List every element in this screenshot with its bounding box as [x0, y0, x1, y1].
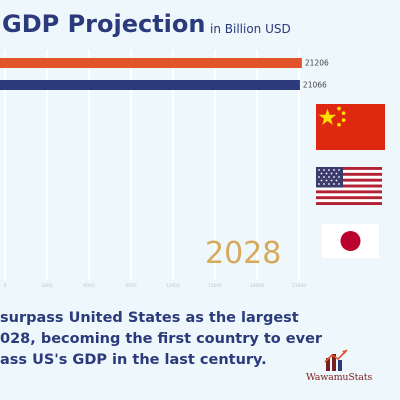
brand-name: WawamuStats	[306, 372, 373, 383]
x-tick-label: 6000	[83, 283, 95, 289]
x-tick-label: 9000	[125, 283, 137, 289]
flag-china-icon	[312, 104, 389, 150]
caption-line: 028, becoming the first country to ever	[0, 331, 323, 347]
x-tick-label: 21000	[292, 283, 306, 289]
x-tick-label: 12000	[166, 283, 180, 289]
page-title: GDP Projection	[2, 10, 206, 38]
x-tick-label: 18000	[250, 283, 264, 289]
brand-watermark: WawamuStats	[306, 348, 373, 383]
x-tick-label: 0	[4, 283, 7, 289]
gdp-bar-chart: 21206 21066 0 3000 6000 9000 12000 15000 18000 2…	[0, 50, 329, 289]
bar-value-label: 21066	[303, 81, 327, 90]
flag-japan-icon	[322, 224, 379, 258]
x-tick-label: 15000	[208, 283, 222, 289]
bar-value-label: 21206	[305, 59, 329, 68]
bar-china	[0, 58, 302, 68]
x-tick-label: 3000	[41, 283, 53, 289]
caption-line: ass US's GDP in the last century.	[0, 352, 267, 368]
bar-united-states	[0, 80, 300, 90]
brand-logo-icon	[324, 349, 348, 371]
unit-label: in Billion USD	[210, 22, 291, 36]
caption-line: surpass United States as the largest	[0, 310, 299, 326]
caption-text: surpass United States as the largest 028…	[0, 308, 323, 371]
flag-usa-icon	[316, 167, 382, 205]
year-label: 2028	[205, 236, 282, 271]
